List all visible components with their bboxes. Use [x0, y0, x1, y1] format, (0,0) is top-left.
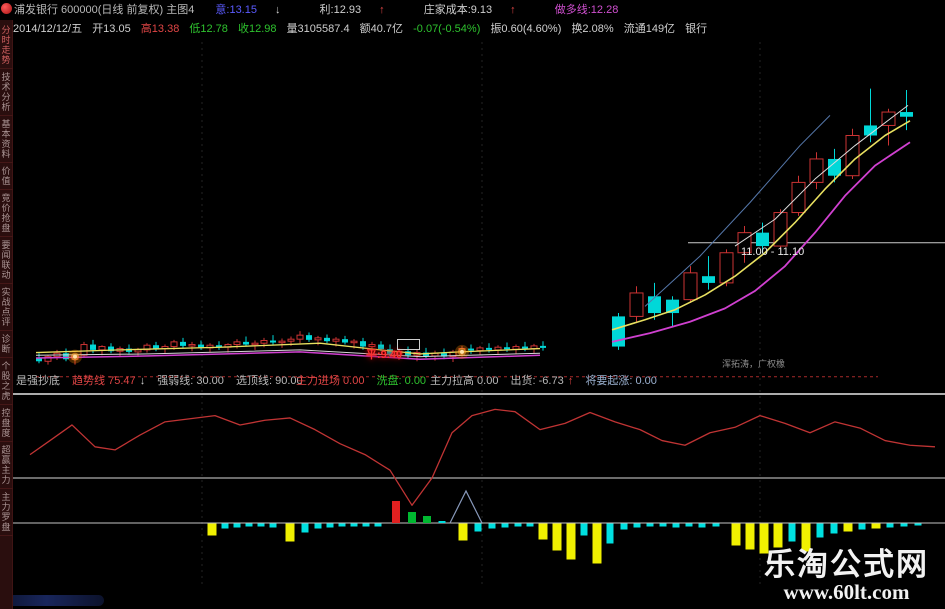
field-banker-cost: 庄家成本:9.13 ↑	[423, 4, 516, 16]
quote-bar: 浦发银行 600000(日线 前复权) 主图4 意:13.15 ↓ 利:12.93…	[14, 0, 636, 20]
trend-line-value: 趋势线 75.47	[72, 375, 136, 387]
sidebar-item-news[interactable]: 要闻联动	[0, 237, 13, 284]
up-arrow-icon: ↑	[510, 4, 516, 16]
date: 2014/12/12/五	[13, 23, 83, 35]
sidebar-item-value[interactable]: 价值	[0, 163, 13, 190]
low-price: 低12.78	[189, 23, 228, 35]
weak-line-value: 强弱线: 30.00	[157, 375, 224, 387]
field-li: 利:12.93 ↑	[319, 4, 385, 16]
avg-price-label: 平:9.40	[366, 349, 403, 361]
main-enter-value: 主力进场 0.00	[296, 375, 365, 387]
taskbar-fragment	[8, 595, 104, 606]
sidebar-item-super-win[interactable]: 超赢主力	[0, 442, 13, 489]
field-yi: 意:13.15 ↓	[215, 4, 281, 16]
app-logo-icon[interactable]	[1, 3, 12, 14]
watermark-site-name: 乐淘公式网	[764, 547, 929, 582]
watermark: 乐淘公式网 www.60lt.com	[764, 547, 929, 604]
close-price: 收12.98	[237, 23, 277, 35]
sidebar-item-diagnose[interactable]: 诊断	[0, 331, 13, 358]
up-arrow-icon: ↑	[567, 375, 574, 387]
indicator-name[interactable]: 是强抄底	[16, 375, 60, 387]
down-arrow-icon: ↓	[139, 375, 146, 387]
stock-title: 浦发银行 600000(日线 前复权) 主图4	[14, 4, 195, 16]
volume: 量3105587.4	[286, 23, 350, 35]
sector-tag: 银行	[685, 23, 708, 35]
left-sidebar: 分时走势 技术分析 基本资料 价值 竞价抢盘 要闻联动 实战点评 诊断 个股之虎…	[0, 20, 13, 609]
sidebar-item-realtime[interactable]: 分时走势	[0, 22, 13, 69]
rise-soon-value: 将要起涨: 0.00	[585, 375, 657, 387]
marker-box	[397, 339, 420, 350]
daily-info-bar: 2014/12/12/五 开13.05 高13.38 低12.78 收12.98…	[13, 20, 714, 39]
price-band-label: 11.00 - 11.10	[741, 246, 805, 258]
sidebar-item-auction[interactable]: 竞价抢盘	[0, 190, 13, 237]
sidebar-item-control-degree[interactable]: 控盘度	[0, 405, 13, 442]
price-change: -0.07(-0.54%)	[413, 23, 481, 35]
turnover-rate: 换2.08%	[571, 23, 614, 35]
open-price: 开13.05	[92, 23, 131, 35]
wash-value: 洗盘: 0.00	[376, 375, 427, 387]
sidebar-item-main-compass[interactable]: 主力罗盘	[0, 489, 13, 536]
sidebar-item-technical[interactable]: 技术分析	[0, 69, 13, 116]
amplitude: 振0.60(4.60%)	[490, 23, 562, 35]
exit-value: 出货: -6.73	[510, 375, 564, 387]
up-arrow-icon: ↑	[379, 4, 385, 16]
amount: 额40.7亿	[359, 23, 404, 35]
down-arrow-icon: ↓	[274, 4, 281, 16]
indicator-header: 是强抄底 趋势线 75.47 ↓ 强弱线: 30.00 选顶线: 90.00 主…	[0, 372, 945, 390]
chart-note-label: 浑拓涛，广权橡	[722, 359, 786, 369]
float-shares: 流通149亿	[623, 23, 676, 35]
top-line-value: 选顶线: 90.00	[235, 375, 303, 387]
watermark-url: www.60lt.com	[783, 580, 910, 604]
field-long-line: 做多线:12.28	[554, 4, 619, 16]
sidebar-item-stock-tiger[interactable]: 个股之虎	[0, 358, 13, 405]
pull-up-value: 主力拉高 0.00	[430, 375, 499, 387]
high-price: 高13.38	[140, 23, 180, 35]
sidebar-item-review[interactable]: 实战点评	[0, 284, 13, 331]
sidebar-item-fundamental[interactable]: 基本资料	[0, 116, 13, 163]
